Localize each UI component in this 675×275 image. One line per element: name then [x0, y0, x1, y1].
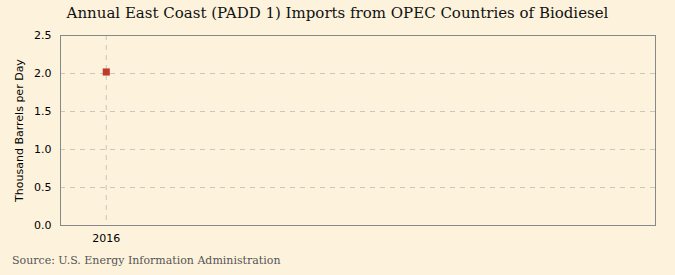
svg-text:0.5: 0.5 [34, 181, 52, 194]
svg-text:1.0: 1.0 [34, 143, 52, 156]
svg-text:0.0: 0.0 [34, 219, 52, 232]
svg-text:Thousand Barrels per Day: Thousand Barrels per Day [13, 59, 26, 203]
svg-text:2.5: 2.5 [34, 29, 52, 42]
html-text:Source: U.S. Energy Informatio: Source: U.S. Energy Information Administ… [12, 254, 281, 267]
html-text:Annual East Coast (PADD 1) Imp: Annual East Coast (PADD 1) Imports from … [66, 4, 609, 22]
svg-text:1.5: 1.5 [34, 105, 52, 118]
svg-text:2.0: 2.0 [34, 67, 52, 80]
svg-text:2016: 2016 [92, 232, 120, 245]
